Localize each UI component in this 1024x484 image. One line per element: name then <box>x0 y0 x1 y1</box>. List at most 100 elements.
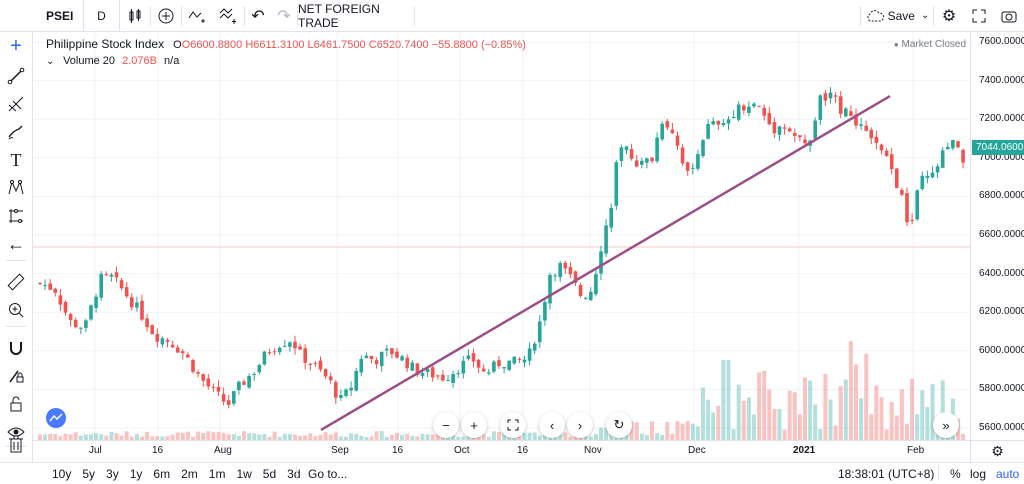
text-tool[interactable]: T <box>0 148 32 172</box>
candle-body <box>441 374 445 381</box>
price-axis[interactable]: 7600.0000 7400.0000 7200.0000 7000.0000 6800… <box>970 32 1024 440</box>
candle-body <box>640 160 644 165</box>
volume-bar <box>843 379 848 440</box>
volume-bar <box>899 389 904 440</box>
trash-icon <box>9 435 23 453</box>
candle-body <box>150 325 154 335</box>
scroll-right-button[interactable]: › <box>567 412 593 438</box>
candle-body <box>634 160 639 167</box>
net-foreign-trade-button[interactable]: NET FOREIGN TRADE <box>298 0 414 32</box>
range-button-2m[interactable]: 2m <box>181 467 198 481</box>
candle-body <box>145 318 149 328</box>
pattern-tool[interactable] <box>0 176 32 200</box>
zoom-in-tool[interactable] <box>0 298 32 322</box>
candle-body <box>379 351 384 367</box>
logo-button[interactable] <box>41 406 71 430</box>
zoom-out-button[interactable]: − <box>433 412 459 438</box>
range-button-3d[interactable]: 3d <box>287 467 301 481</box>
compare-button[interactable] <box>151 0 181 32</box>
fullscreen-button[interactable] <box>964 0 994 32</box>
candle-body <box>374 360 379 365</box>
snapshot-button[interactable] <box>994 0 1024 32</box>
range-button-1w[interactable]: 1w <box>236 467 252 481</box>
interval-button[interactable]: D <box>84 0 120 32</box>
market-status: ● Market Closed <box>894 39 966 50</box>
volume-bar <box>848 341 853 440</box>
eye-icon <box>7 427 25 437</box>
magnet-tool[interactable] <box>0 336 32 360</box>
volume-bar <box>405 433 410 440</box>
candle-body <box>777 126 782 135</box>
range-button-1m[interactable]: 1m <box>208 467 226 481</box>
volume-bar <box>379 431 384 440</box>
lock-drawing-tool[interactable] <box>0 364 32 388</box>
candle-body <box>237 381 241 391</box>
prediction-tool[interactable] <box>0 204 32 228</box>
candle-body <box>272 351 277 353</box>
volume-bar <box>803 377 807 440</box>
range-button-3y[interactable]: 3y <box>106 467 119 481</box>
price-tick-label: 6600.0000 <box>979 229 1024 240</box>
range-button-1y[interactable]: 1y <box>129 467 143 481</box>
candle-body <box>716 120 721 125</box>
indicators-button[interactable] <box>182 0 214 32</box>
range-button-5y[interactable]: 5y <box>82 467 96 481</box>
trash-tool[interactable] <box>4 432 28 456</box>
redo-button[interactable]: ↷ <box>271 0 297 32</box>
percent-scale-button[interactable]: % <box>950 467 961 481</box>
candle-body <box>706 123 710 139</box>
templates-button[interactable] <box>214 0 244 32</box>
price-tick-label: 6800.0000 <box>979 190 1024 202</box>
volume-bar <box>435 434 440 440</box>
volume-bar <box>461 436 466 440</box>
range-button-5d[interactable]: 5d <box>262 467 277 481</box>
candle-body <box>247 376 251 388</box>
candle-body <box>935 166 940 173</box>
ruler-tool[interactable] <box>0 270 32 294</box>
volume-bar <box>252 433 257 440</box>
range-button-10y[interactable]: 10y <box>52 467 72 481</box>
candle-body <box>425 368 430 373</box>
candle-body <box>415 363 420 375</box>
unlock-tool[interactable] <box>0 392 32 416</box>
time-axis[interactable]: Jul 16 Aug Sep 16 Oct 16 Nov Dec 2021 Feb <box>33 440 970 462</box>
chart-type-button[interactable] <box>120 0 150 32</box>
log-scale-button[interactable]: log <box>970 467 987 481</box>
symbol-search-button[interactable]: PSEI <box>0 0 84 32</box>
volume-bar <box>78 435 83 440</box>
scroll-to-realtime-button[interactable]: » <box>933 412 959 438</box>
volume-bar <box>481 434 486 440</box>
settings-button[interactable]: ⚙ <box>934 0 964 32</box>
volume-bar <box>267 436 272 440</box>
trendline-tool[interactable] <box>0 64 32 88</box>
reset-view-button[interactable] <box>500 412 526 438</box>
volume-bar <box>410 436 415 440</box>
eye-tool[interactable] <box>0 420 32 444</box>
fib-tool[interactable] <box>0 92 32 116</box>
legend-open: OO6600.8800 <box>173 39 243 51</box>
save-button[interactable]: Save ⌄ <box>861 0 933 32</box>
volume-bar <box>318 434 323 440</box>
candle-body <box>849 111 853 116</box>
auto-scale-button[interactable]: auto <box>996 467 1020 481</box>
collapse-chevron-icon[interactable]: ⌄ <box>46 56 55 67</box>
volume-bar <box>940 380 945 440</box>
crosshair-icon: + <box>10 34 22 57</box>
undo-button[interactable]: ↶ <box>245 0 271 32</box>
reset-chart-button[interactable]: ↻ <box>606 412 632 438</box>
toolbar-divider <box>414 5 415 26</box>
range-button-6m[interactable]: 6m <box>153 467 171 481</box>
volume-bar <box>369 436 374 440</box>
goto-button[interactable]: Go to... <box>308 467 348 481</box>
axis-settings-button[interactable]: ⚙ <box>970 440 1024 462</box>
crosshair-tool[interactable]: + <box>0 34 32 58</box>
volume-bar <box>420 433 425 440</box>
brush-tool[interactable] <box>0 120 32 144</box>
scroll-left-button[interactable]: ‹ <box>539 412 565 438</box>
volume-bar <box>298 435 303 440</box>
zoom-in-button[interactable]: + <box>461 412 487 438</box>
volume-bar <box>425 434 430 440</box>
candle-body <box>293 341 297 349</box>
back-tool[interactable]: ← <box>0 232 32 256</box>
